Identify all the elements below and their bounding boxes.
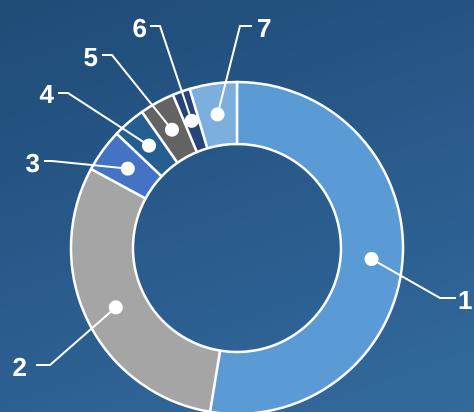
leader-line-5 <box>102 54 173 131</box>
leader-line-6 <box>150 25 193 122</box>
leader-dot-4 <box>142 138 157 153</box>
slice-label-4: 4 <box>40 79 55 109</box>
leader-line-2 <box>36 306 117 366</box>
leader-dot-2 <box>108 300 123 315</box>
slice-label-7: 7 <box>257 13 271 43</box>
slice-2 <box>69 167 222 412</box>
leader-line-1 <box>371 258 456 299</box>
slice-label-6: 6 <box>133 13 147 43</box>
leader-line-4 <box>58 92 150 147</box>
slice-label-5: 5 <box>84 42 98 72</box>
donut-slices <box>69 80 405 412</box>
slice-label-1: 1 <box>458 285 472 315</box>
leader-dot-3 <box>120 161 135 176</box>
slice-labels: 1 2 3 45 6 7 <box>13 13 473 382</box>
leader-line-7 <box>216 25 252 115</box>
slice-label-2: 2 <box>13 352 27 382</box>
leader-lines <box>36 25 456 366</box>
leader-dot-6 <box>184 113 199 128</box>
leader-dot-7 <box>210 107 225 122</box>
leader-line-3 <box>44 160 128 170</box>
leader-dot-1 <box>364 252 379 267</box>
leader-dot-5 <box>164 122 179 137</box>
slice-label-3: 3 <box>26 148 40 178</box>
slice-1 <box>208 80 405 412</box>
